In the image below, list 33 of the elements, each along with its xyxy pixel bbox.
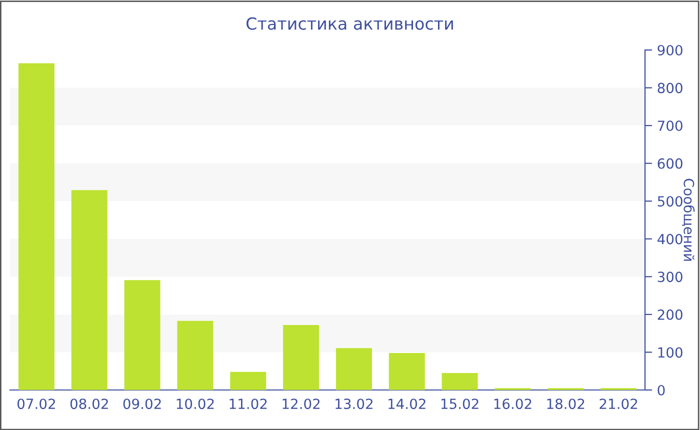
x-tick-label: 18.02 — [547, 398, 584, 410]
y-tick-label: 600 — [658, 158, 682, 169]
bar — [18, 63, 54, 390]
y-tick-label: 700 — [658, 120, 682, 132]
y-tick-label: 500 — [658, 196, 682, 207]
x-tick-label: 08.02 — [70, 398, 108, 410]
x-tick-label: 11.02 — [230, 398, 267, 410]
y-axis-title: Сообщений — [682, 178, 695, 261]
x-tick-label: 12.02 — [282, 398, 320, 410]
bar — [336, 348, 372, 390]
bar — [71, 190, 108, 390]
bar — [177, 320, 214, 390]
y-tick-label: 900 — [658, 44, 682, 56]
bar — [442, 373, 478, 390]
x-tick-label: 15.02 — [441, 398, 478, 410]
bar — [283, 325, 320, 390]
x-tick-label: 14.02 — [388, 398, 426, 410]
bar — [124, 280, 160, 390]
y-tick-label: 800 — [658, 82, 682, 94]
y-tick-label: 100 — [658, 347, 682, 358]
y-tick-label: 400 — [657, 234, 682, 244]
x-tick-label: 13.02 — [336, 398, 372, 410]
x-tick-label: 10.02 — [176, 398, 214, 410]
y-tick-label: 300 — [658, 272, 682, 282]
x-tick-label: 09.02 — [123, 398, 161, 410]
y-tick-label: 0 — [658, 384, 665, 396]
bar — [230, 372, 266, 390]
x-tick-label: 16.02 — [494, 398, 532, 410]
y-tick-label: 200 — [658, 309, 682, 320]
x-tick-label: 07.02 — [17, 398, 55, 410]
chart-title: Статистика активности — [246, 17, 453, 30]
bar — [388, 352, 425, 390]
x-tick-label: 21.02 — [600, 398, 638, 410]
